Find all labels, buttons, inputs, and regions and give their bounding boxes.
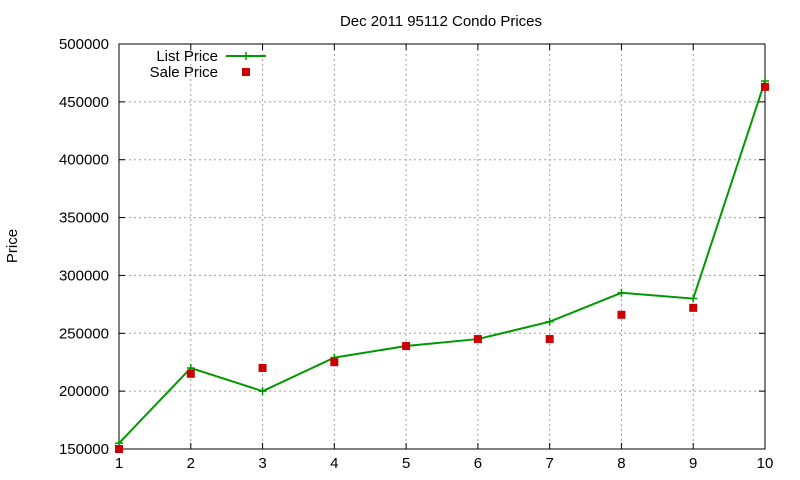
legend-label: Sale Price — [150, 64, 218, 81]
plot-frame — [118, 43, 766, 450]
y-tick-label: 150000 — [59, 441, 109, 458]
sale-price-point — [617, 310, 626, 319]
sale-price-point — [330, 358, 339, 367]
series-layer — [115, 77, 769, 453]
y-tick-label: 250000 — [59, 325, 109, 342]
y-tick-label: 200000 — [59, 383, 109, 400]
list-price-point — [258, 387, 267, 396]
list-price-point — [617, 288, 626, 297]
y-tick-label: 300000 — [59, 267, 109, 284]
x-tick-label: 6 — [474, 455, 482, 472]
list-price-point — [689, 294, 698, 303]
grid-lines — [119, 44, 765, 449]
x-tick-label: 7 — [545, 455, 553, 472]
sale-price-point — [115, 445, 123, 453]
legend-swatch-marker — [242, 52, 250, 60]
chart-title: Dec 2011 95112 Condo Prices — [340, 13, 542, 30]
x-tick-label: 9 — [689, 455, 697, 472]
y-tick-label: 450000 — [59, 94, 109, 111]
y-axis: 150000 200000 250000 300000 350000 400000 4500… — [59, 36, 765, 458]
x-tick-label: 8 — [617, 455, 625, 472]
list-price-point — [545, 317, 554, 326]
y-tick-label: 350000 — [59, 210, 109, 227]
x-tick-label: 10 — [757, 455, 774, 472]
series-sale-price — [115, 82, 769, 453]
x-tick-label: 5 — [402, 455, 410, 472]
sale-price-point — [473, 335, 482, 344]
sale-price-point — [258, 364, 267, 372]
x-tick-label: 1 — [115, 455, 123, 472]
series-list-price — [115, 77, 769, 448]
sale-price-point — [545, 335, 554, 344]
legend-label: List Price — [156, 48, 218, 65]
y-tick-label: 500000 — [59, 36, 109, 53]
list-price-line — [118, 80, 766, 444]
y-tick-label: 400000 — [59, 152, 109, 169]
sale-price-point — [186, 369, 195, 378]
y-axis-label: Price — [4, 229, 21, 263]
x-tick-label: 4 — [330, 455, 338, 472]
sale-price-point — [689, 303, 698, 312]
x-tick-label: 3 — [258, 455, 266, 472]
sale-price-point — [761, 82, 769, 91]
x-tick-label: 2 — [187, 455, 195, 472]
legend-swatch-marker — [242, 68, 250, 76]
sale-price-point — [402, 342, 411, 351]
x-axis: 1 2 3 4 5 6 7 8 9 10 — [115, 44, 774, 472]
